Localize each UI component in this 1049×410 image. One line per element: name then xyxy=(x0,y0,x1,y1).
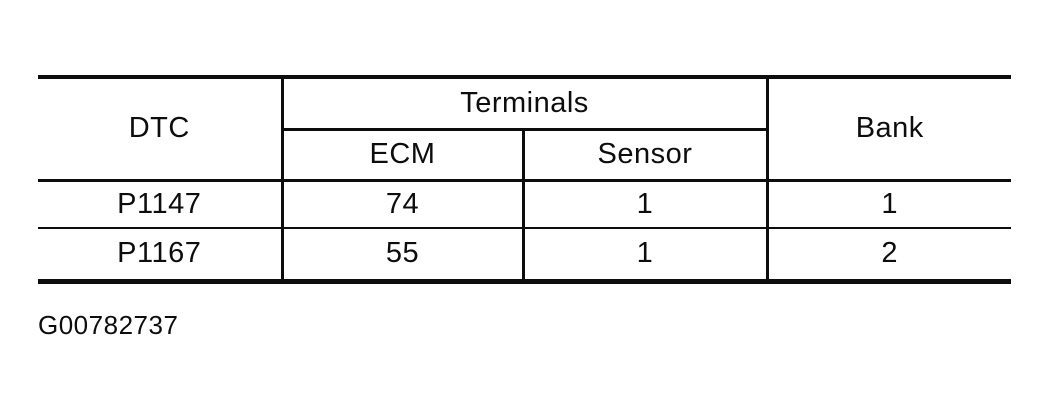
cell-bank: 2 xyxy=(765,227,1011,282)
cell-bank: 1 xyxy=(765,179,1011,229)
cell-dtc: P1147 xyxy=(38,179,284,229)
cell-ecm: 55 xyxy=(280,227,525,282)
dtc-terminals-table: DTC Terminals Bank ECM Sensor P1147 74 1… xyxy=(38,75,1011,284)
header-sensor: Sensor xyxy=(521,129,769,182)
header-row-sub: ECM Sensor xyxy=(38,129,1011,182)
header-terminals: Terminals xyxy=(280,77,769,131)
cell-sensor: 1 xyxy=(521,227,769,282)
header-row-top: DTC Terminals Bank xyxy=(38,77,1011,182)
table-row: P1147 74 1 1 xyxy=(38,179,1011,229)
table-header: DTC Terminals Bank ECM Sensor xyxy=(38,77,1011,182)
cell-sensor: 1 xyxy=(521,179,769,229)
header-bank: Bank xyxy=(765,77,1011,182)
header-dtc: DTC xyxy=(38,77,284,182)
cell-ecm: 74 xyxy=(280,179,525,229)
table-body: P1147 74 1 1 P1167 55 1 2 xyxy=(38,179,1011,282)
header-ecm: ECM xyxy=(280,129,525,182)
figure-id-caption: G00782737 xyxy=(38,310,179,340)
cell-dtc: P1167 xyxy=(38,227,284,282)
table-row: P1167 55 1 2 xyxy=(38,227,1011,282)
